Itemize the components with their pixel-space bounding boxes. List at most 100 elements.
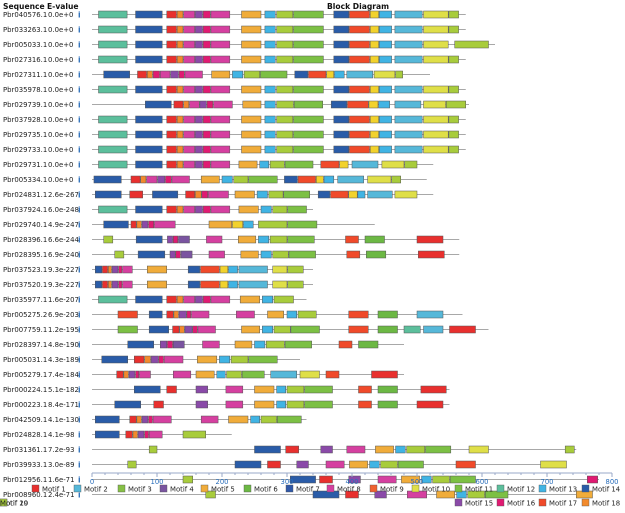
info-icon[interactable]: i [78, 340, 81, 349]
motif-8-block[interactable] [210, 130, 231, 139]
motif-5-block[interactable] [436, 490, 455, 499]
motif-14-block[interactable] [145, 100, 172, 109]
motif-15-block[interactable] [195, 205, 203, 214]
motif-19-block[interactable] [339, 160, 349, 169]
motif-10-block[interactable] [423, 130, 449, 139]
motif-1-block[interactable] [166, 55, 177, 64]
motif-20-block[interactable] [286, 400, 305, 409]
motif-1-block[interactable] [173, 100, 184, 109]
info-icon[interactable]: i [78, 160, 81, 169]
motif-5-block[interactable] [208, 220, 232, 229]
motif-6-block[interactable] [364, 235, 385, 244]
motif-15-block[interactable] [150, 355, 159, 364]
motif-8-block[interactable] [191, 310, 210, 319]
motif-17-block[interactable] [349, 85, 370, 94]
info-icon[interactable]: i [78, 175, 81, 184]
motif-16-block[interactable] [148, 220, 155, 229]
motif-19-block[interactable] [369, 145, 379, 154]
motif-6-block[interactable] [358, 340, 379, 349]
info-icon[interactable]: i [78, 250, 81, 259]
motif-20-block[interactable] [404, 160, 418, 169]
motif-10-block[interactable] [299, 370, 320, 379]
motif-17-block[interactable] [297, 175, 316, 184]
motif-19-block[interactable] [369, 10, 379, 19]
motif-8-block[interactable] [171, 175, 190, 184]
motif-18-block[interactable] [132, 430, 138, 439]
motif-5-block[interactable] [242, 100, 262, 109]
motif-14-block[interactable] [330, 100, 348, 109]
motif-20-block[interactable] [272, 205, 288, 214]
motif-5-block[interactable] [147, 280, 167, 289]
motif-14-block[interactable] [103, 220, 129, 229]
motif-17-block[interactable] [455, 460, 476, 469]
motif-1-block[interactable] [129, 190, 143, 199]
info-icon[interactable]: i [78, 310, 81, 319]
motif-5-block[interactable] [375, 445, 394, 454]
motif-15-block[interactable] [184, 325, 193, 334]
motif-17-block[interactable] [347, 100, 369, 109]
motif-14-block[interactable] [333, 130, 349, 139]
motif-8-block[interactable] [200, 415, 219, 424]
motif-20-block[interactable] [269, 160, 285, 169]
motif-5-block[interactable] [238, 160, 258, 169]
motif-12-block[interactable] [98, 295, 128, 304]
motif-20-block[interactable] [272, 250, 289, 259]
motif-14-block[interactable] [95, 415, 120, 424]
motif-18-block[interactable] [176, 295, 184, 304]
motif-11-block[interactable] [248, 175, 278, 184]
motif-10-block[interactable] [423, 55, 449, 64]
motif-5-block[interactable] [241, 115, 262, 124]
motif-5-block[interactable] [267, 310, 284, 319]
motif-4-block[interactable] [173, 340, 185, 349]
motif-16-block[interactable] [173, 235, 179, 244]
motif-8-block[interactable] [122, 265, 133, 274]
motif-2-block[interactable] [394, 145, 423, 154]
motif-19-block[interactable] [369, 55, 379, 64]
motif-17-block[interactable] [200, 280, 220, 289]
motif-20-block[interactable] [276, 100, 294, 109]
motif-20-block[interactable] [446, 100, 466, 109]
info-icon[interactable]: i [78, 100, 81, 109]
motif-2-block[interactable] [367, 190, 393, 199]
motif-1-block[interactable] [166, 85, 177, 94]
motif-18-block[interactable] [176, 10, 184, 19]
motif-1-block[interactable] [166, 115, 177, 124]
motif-10-block[interactable] [540, 460, 567, 469]
motif-13-block[interactable] [334, 70, 345, 79]
motif-16-block[interactable] [148, 415, 153, 424]
motif-13-block[interactable] [379, 25, 392, 34]
info-icon[interactable]: i [78, 70, 81, 79]
motif-18-block[interactable] [176, 145, 184, 154]
motif-11-block[interactable] [293, 40, 324, 49]
motif-8-block[interactable] [183, 145, 195, 154]
motif-1-block[interactable] [129, 415, 137, 424]
motif-5-block[interactable] [147, 265, 167, 274]
motif-11-block[interactable] [293, 100, 323, 109]
motif-15-block[interactable] [157, 175, 166, 184]
motif-8-block[interactable] [202, 340, 220, 349]
motif-8-block[interactable] [183, 10, 195, 19]
motif-8-block[interactable] [183, 130, 195, 139]
motif-13-block[interactable] [264, 130, 276, 139]
info-icon[interactable]: i [78, 490, 81, 499]
motif-19-block[interactable] [369, 130, 379, 139]
motif-16-block[interactable] [202, 295, 211, 304]
motif-5-block[interactable] [241, 55, 262, 64]
motif-16-block[interactable] [175, 250, 181, 259]
motif-14-block[interactable] [294, 70, 309, 79]
motif-15-block[interactable] [170, 70, 179, 79]
motif-5-block[interactable] [241, 25, 262, 34]
motif-10-block[interactable] [423, 40, 449, 49]
motif-11-block[interactable] [304, 385, 333, 394]
motif-13-block[interactable] [254, 340, 266, 349]
motif-14-block[interactable] [135, 235, 163, 244]
motif-13-block[interactable] [258, 235, 270, 244]
motif-20-block[interactable] [268, 190, 284, 199]
motif-8-block[interactable] [208, 250, 225, 259]
motif-8-block[interactable] [208, 190, 229, 199]
motif-8-block[interactable] [183, 40, 195, 49]
motif-5-block[interactable] [254, 400, 275, 409]
motif-11-block[interactable] [283, 190, 310, 199]
motif-8-block[interactable] [210, 295, 231, 304]
motif-19-block[interactable] [219, 265, 229, 274]
